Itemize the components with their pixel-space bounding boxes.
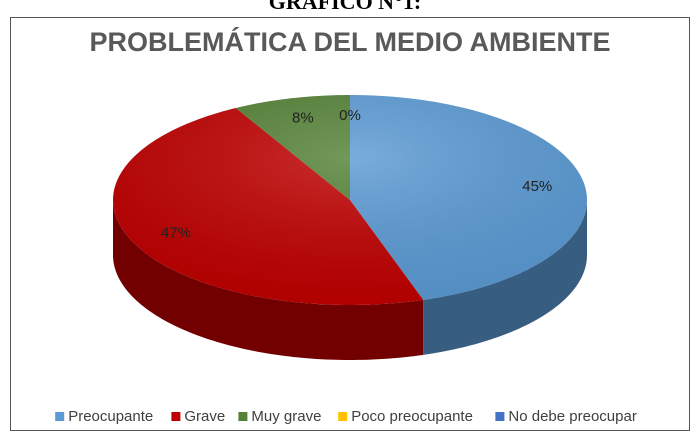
legend-label: No debe preocupar (508, 408, 636, 425)
legend-label: Preocupante (68, 408, 153, 425)
legend-swatch (338, 412, 348, 421)
data-label: 45% (522, 178, 552, 195)
chart-title: PROBLEMÁTICA DEL MEDIO AMBIENTE (89, 26, 610, 57)
data-label: 47% (161, 224, 191, 241)
slice-side (423, 200, 587, 355)
slice-side (113, 200, 424, 360)
legend-label: Grave (184, 408, 225, 425)
data-label: 8% (292, 110, 314, 127)
legend-swatch (171, 412, 181, 421)
chart-header: GRÁFICO N°1: (269, 0, 421, 14)
legend-label: Poco preocupante (351, 408, 473, 425)
legend-swatch (55, 412, 65, 421)
data-label: 0% (339, 107, 361, 124)
top-shade (113, 95, 587, 305)
legend-swatch (495, 412, 505, 421)
legend-swatch (238, 412, 248, 421)
legend-label: Muy grave (251, 408, 321, 425)
